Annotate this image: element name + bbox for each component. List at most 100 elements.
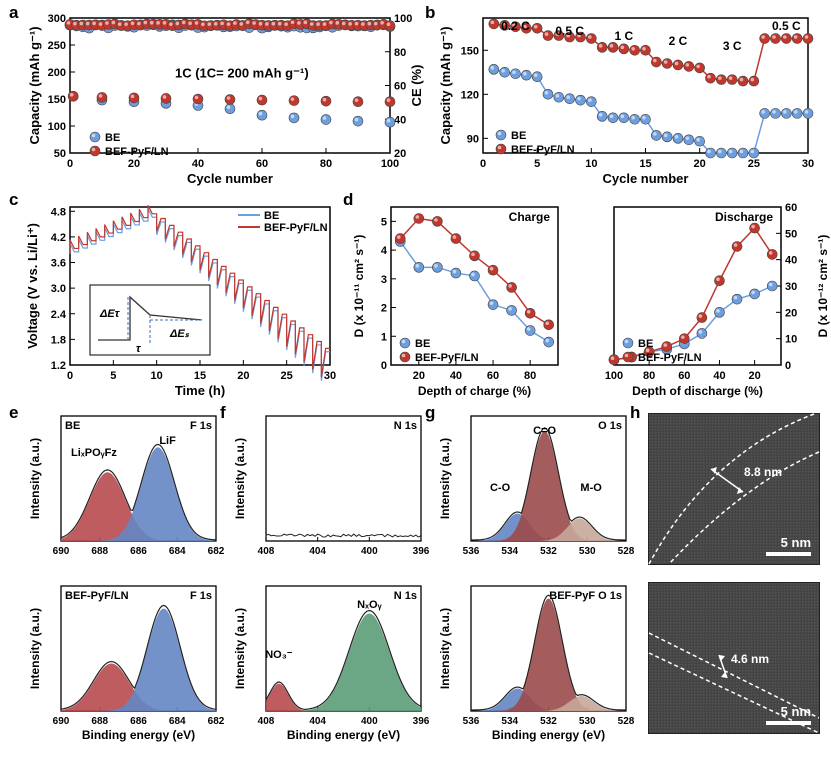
svg-text:90: 90 [467, 133, 479, 145]
svg-text:30: 30 [324, 370, 336, 382]
svg-text:690: 690 [53, 546, 70, 557]
svg-text:O 1s: O 1s [598, 420, 622, 432]
svg-text:60: 60 [394, 81, 406, 93]
svg-text:396: 396 [413, 716, 430, 727]
svg-text:BE: BE [105, 132, 120, 144]
svg-text:BE: BE [264, 210, 279, 222]
svg-text:3.6: 3.6 [51, 258, 66, 270]
scalebar-label: 5 nm [781, 535, 811, 550]
svg-text:5: 5 [110, 370, 116, 382]
svg-text:8.8 nm: 8.8 nm [744, 465, 782, 479]
chart-xps: 690 688 686 684 682 Intensity (a.u.) BE F 1s Liₓ… [25, 410, 635, 770]
svg-text:400: 400 [361, 716, 378, 727]
svg-text:BEF-PyF O 1s: BEF-PyF O 1s [549, 590, 622, 602]
svg-text:532: 532 [540, 546, 557, 557]
svg-text:D (x 10⁻¹² cm² s⁻¹): D (x 10⁻¹² cm² s⁻¹) [816, 235, 830, 338]
svg-text:N 1s: N 1s [394, 420, 417, 432]
svg-text:20: 20 [785, 307, 797, 319]
svg-text:532: 532 [540, 716, 557, 727]
svg-text:60: 60 [487, 370, 499, 382]
svg-text:20: 20 [694, 158, 706, 170]
svg-text:80: 80 [643, 370, 655, 382]
svg-text:BEF-PyF/LN: BEF-PyF/LN [638, 352, 702, 364]
svg-text:2.4: 2.4 [51, 309, 67, 321]
tem-top: 8.8 nm 5 nm [648, 413, 820, 565]
svg-text:4.8: 4.8 [51, 206, 66, 218]
svg-text:ΔEτ: ΔEτ [99, 308, 120, 320]
svg-text:1 C: 1 C [614, 29, 633, 43]
svg-text:250: 250 [48, 40, 66, 52]
svg-text:BE: BE [638, 338, 653, 350]
svg-text:0: 0 [67, 370, 73, 382]
chart-c: 0510152025301.21.82.43.03.64.24.8Time (h… [25, 195, 343, 400]
svg-text:BE: BE [65, 420, 80, 432]
svg-text:τ: τ [136, 343, 141, 355]
svg-text:60: 60 [785, 202, 797, 214]
svg-text:30: 30 [785, 281, 797, 293]
svg-text:404: 404 [309, 546, 326, 557]
svg-text:200: 200 [48, 67, 66, 79]
svg-text:530: 530 [579, 716, 596, 727]
svg-text:3: 3 [381, 274, 387, 286]
svg-text:50: 50 [54, 148, 66, 160]
svg-text:3 C: 3 C [723, 39, 742, 53]
panel-label-b: b [425, 3, 435, 23]
svg-text:F 1s: F 1s [190, 420, 212, 432]
panel-label-d: d [343, 190, 353, 210]
panel-label-e: e [9, 403, 18, 423]
svg-text:50: 50 [785, 228, 797, 240]
svg-text:408: 408 [258, 546, 275, 557]
svg-text:15: 15 [639, 158, 651, 170]
svg-text:10: 10 [151, 370, 163, 382]
svg-text:Intensity (a.u.): Intensity (a.u.) [438, 438, 452, 519]
svg-text:1C (1C= 200 mAh g⁻¹): 1C (1C= 200 mAh g⁻¹) [175, 65, 309, 80]
svg-text:Intensity (a.u.): Intensity (a.u.) [233, 438, 247, 519]
svg-text:536: 536 [463, 716, 480, 727]
svg-text:688: 688 [91, 716, 108, 727]
svg-text:40: 40 [785, 255, 797, 267]
svg-text:BEF-PyF/LN: BEF-PyF/LN [65, 590, 129, 602]
svg-text:Binding energy (eV): Binding energy (eV) [492, 728, 605, 742]
svg-text:0: 0 [381, 360, 387, 372]
svg-text:404: 404 [309, 716, 326, 727]
svg-text:2 C: 2 C [669, 34, 688, 48]
tem-bottom: 4.6 nm 5 nm [648, 582, 820, 734]
svg-text:534: 534 [501, 546, 518, 557]
svg-text:BEF-PyF/LN: BEF-PyF/LN [415, 352, 479, 364]
svg-text:Capacity (mAh g⁻¹): Capacity (mAh g⁻¹) [27, 26, 42, 144]
svg-text:Discharge: Discharge [715, 210, 773, 224]
svg-text:Intensity (a.u.): Intensity (a.u.) [438, 608, 452, 689]
svg-text:Time (h): Time (h) [175, 383, 225, 398]
svg-text:BE: BE [511, 130, 526, 142]
svg-text:300: 300 [48, 13, 66, 25]
svg-text:100: 100 [394, 13, 412, 25]
svg-text:150: 150 [48, 94, 66, 106]
svg-text:682: 682 [208, 716, 225, 727]
chart-a: 0204060801005010015020025030020406080100… [25, 8, 425, 188]
svg-text:4: 4 [381, 245, 388, 257]
svg-text:40: 40 [394, 114, 406, 126]
svg-text:Intensity (a.u.): Intensity (a.u.) [233, 608, 247, 689]
svg-text:530: 530 [579, 546, 596, 557]
svg-text:25: 25 [748, 158, 760, 170]
svg-text:4.6 nm: 4.6 nm [731, 652, 769, 666]
svg-text:0.2 C: 0.2 C [501, 19, 530, 33]
svg-text:Depth of discharge (%): Depth of discharge (%) [632, 384, 763, 398]
svg-text:80: 80 [524, 370, 536, 382]
panel-label-c: c [9, 190, 18, 210]
svg-text:684: 684 [169, 546, 186, 557]
svg-text:0.5 C: 0.5 C [772, 19, 801, 33]
svg-text:80: 80 [320, 158, 332, 170]
svg-text:0: 0 [785, 360, 791, 372]
svg-text:CE (%): CE (%) [409, 65, 424, 107]
svg-text:LiₓPOᵧFz: LiₓPOᵧFz [71, 447, 117, 459]
scalebar-label: 5 nm [781, 704, 811, 719]
svg-text:120: 120 [461, 89, 479, 101]
svg-text:684: 684 [169, 716, 186, 727]
svg-text:4.2: 4.2 [51, 232, 66, 244]
svg-text:BEF-PyF/LN: BEF-PyF/LN [105, 146, 169, 158]
svg-text:0: 0 [67, 158, 73, 170]
svg-text:20: 20 [413, 370, 425, 382]
svg-text:D (x 10⁻¹¹ cm² s⁻¹): D (x 10⁻¹¹ cm² s⁻¹) [352, 235, 366, 338]
svg-text:686: 686 [130, 716, 147, 727]
